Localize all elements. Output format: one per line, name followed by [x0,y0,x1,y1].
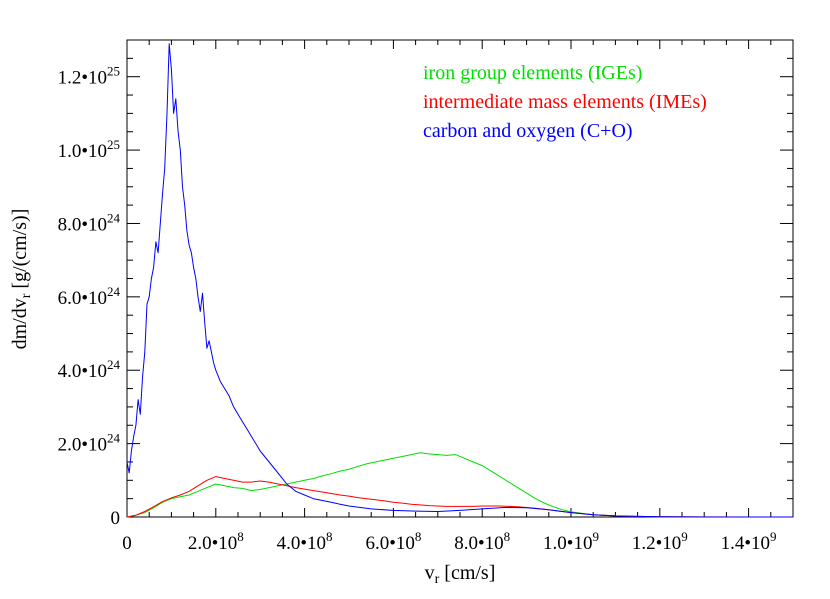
series-lines [126,43,793,518]
legend-entry-iges: iron group elements (IGEs) [423,62,642,84]
y-tick-label: 1.2•1025 [58,64,120,89]
y-tick-label: 0 [111,508,121,529]
legend-entry-co: carbon and oxygen (C+O) [423,120,633,142]
x-tick-label: 1.0•109 [543,529,599,554]
y-tick-label: 4.0•1024 [58,357,121,382]
y-tick-label: 2.0•1024 [58,431,121,456]
y-tick-label: 8.0•1024 [58,210,121,235]
x-tick-label: 0 [122,533,132,554]
legend-entry-imes: intermediate mass elements (IMEs) [423,91,707,113]
series-line-0 [126,452,793,518]
x-axis: 0 2.0•108 4.0•108 6.0•108 8.0•108 1.0•109 1.2•… [122,40,794,554]
legend: iron group elements (IGEs) intermediate … [423,62,707,142]
x-tick-label: 2.0•108 [188,529,244,554]
x-tick-label: 8.0•108 [454,529,510,554]
series-line-2 [126,43,793,518]
x-tick-label: 1.2•109 [632,529,688,554]
y-axis: 0 2.0•1024 4.0•1024 6.0•1024 8.0•1024 1.0•102… [58,39,793,529]
x-tick-label: 6.0•108 [365,529,421,554]
series-line-1 [126,476,793,518]
y-tick-label: 6.0•1024 [58,284,121,309]
x-axis-label: vr [cm/s] [425,562,496,587]
y-axis-label: dm/dvr [g/(cm/s)] [9,209,34,350]
x-tick-label: 4.0•108 [277,529,333,554]
y-tick-label: 1.0•1025 [58,137,120,162]
x-tick-label: 1.4•109 [721,529,777,554]
